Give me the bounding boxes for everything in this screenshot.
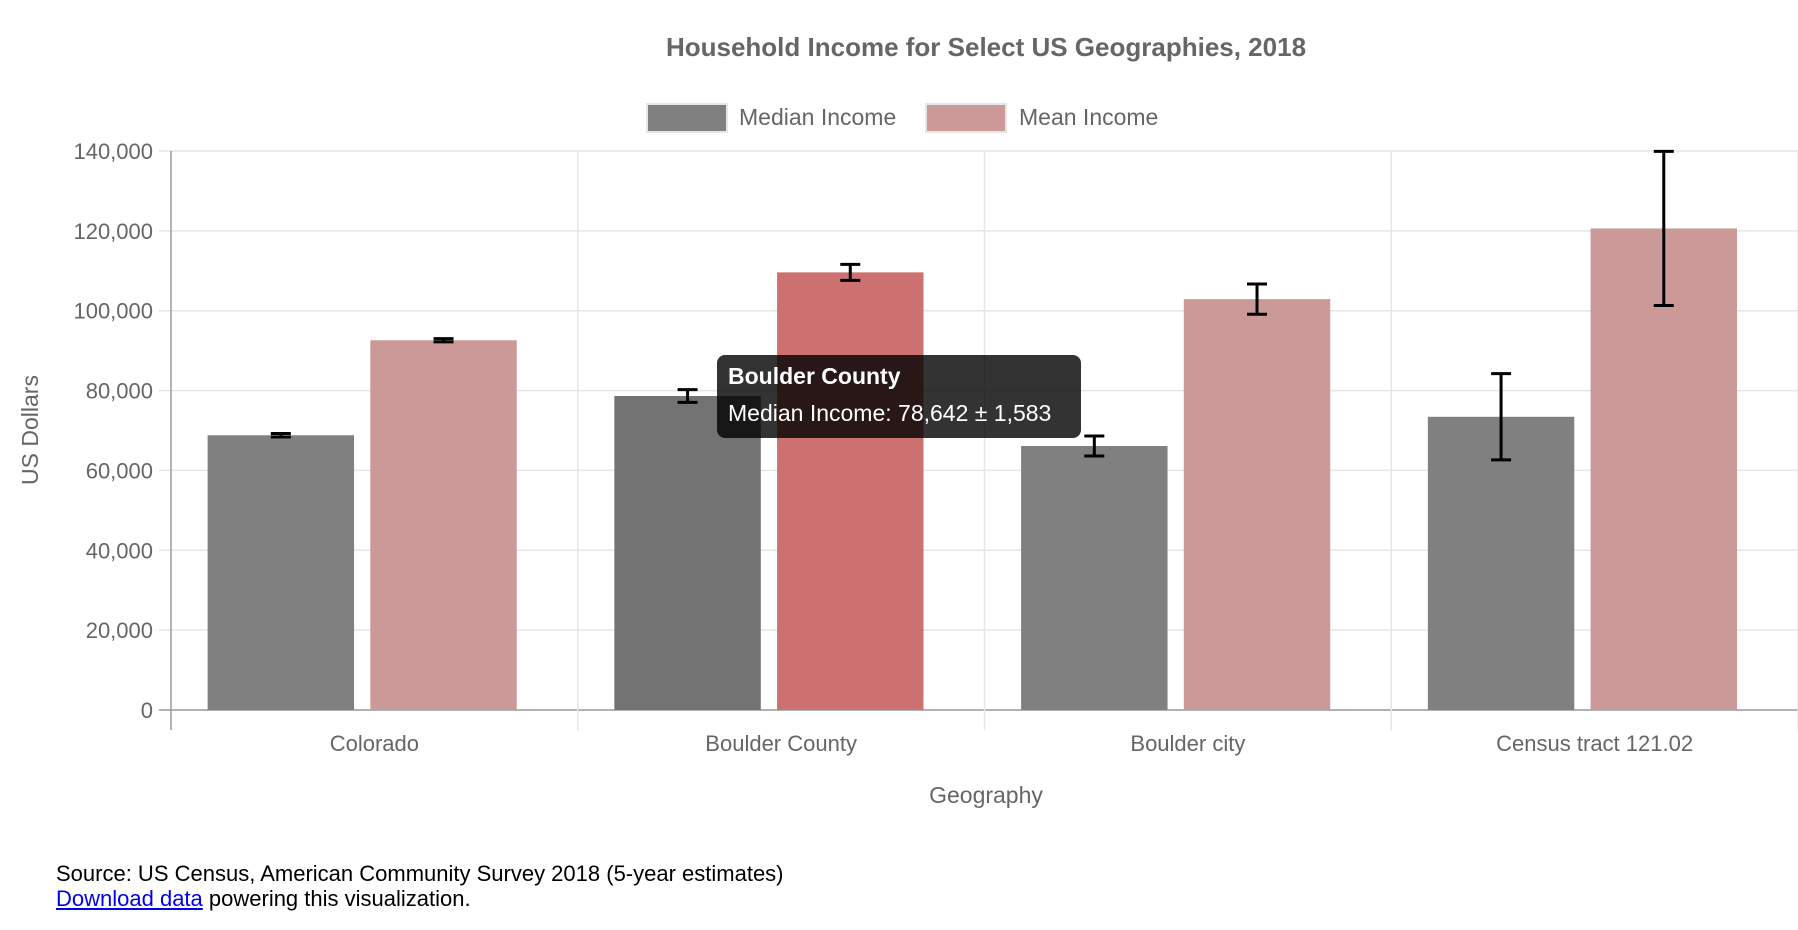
x-axis-ticks: Colorado Boulder County Boulder city Census… <box>330 731 1693 756</box>
bar[interactable] <box>1021 446 1168 710</box>
bar[interactable] <box>370 340 517 710</box>
x-axis-title: Geography <box>929 782 1043 808</box>
tooltip-box <box>717 355 1081 438</box>
tooltip: Boulder County Median Income: 78,642 ± 1… <box>717 355 1081 438</box>
legend-swatch-mean <box>925 103 1007 133</box>
download-line-rest: powering this visualization. <box>202 886 471 911</box>
bar[interactable] <box>1590 228 1737 710</box>
download-line: Download data powering this visualizatio… <box>56 886 784 911</box>
chart: Household Income for Select US Geographi… <box>17 32 1798 808</box>
error-bars <box>270 149 1674 462</box>
bar[interactable] <box>1427 416 1575 710</box>
y-tick-label: 80,000 <box>86 379 153 404</box>
x-tick-label: Census tract 121.02 <box>1496 731 1693 756</box>
legend-item-mean[interactable]: Mean Income <box>925 103 1158 133</box>
bar[interactable] <box>777 272 924 710</box>
tooltip-title: Boulder County <box>728 363 901 389</box>
bar[interactable] <box>207 435 355 710</box>
y-tick-label: 120,000 <box>73 219 153 244</box>
y-tick-label: 0 <box>141 698 153 723</box>
tooltip-body: Median Income: 78,642 ± 1,583 <box>728 400 1051 426</box>
y-tick-label: 140,000 <box>73 139 153 164</box>
legend-label-median: Median Income <box>739 104 896 130</box>
y-axis-title: US Dollars <box>17 375 43 485</box>
y-axis-ticks: 0 20,000 40,000 60,000 80,000 100,000 120,000 1… <box>73 139 153 723</box>
legend-item-median[interactable]: Median Income <box>646 103 896 133</box>
y-tick-label: 100,000 <box>73 299 153 324</box>
x-tick-label: Boulder city <box>1130 731 1245 756</box>
legend: Median Income Mean Income <box>646 103 1158 133</box>
bars <box>207 228 1737 710</box>
x-tick-label: Boulder County <box>705 731 857 756</box>
download-data-link[interactable]: Download data <box>56 886 203 911</box>
y-tick-label: 20,000 <box>86 618 153 643</box>
y-tick-label: 60,000 <box>86 458 153 483</box>
legend-label-mean: Mean Income <box>1019 104 1158 130</box>
footer: Source: US Census, American Community Su… <box>56 861 784 911</box>
source-note: Source: US Census, American Community Su… <box>56 861 784 886</box>
legend-swatch-median <box>646 103 728 133</box>
bar[interactable] <box>1183 299 1331 710</box>
chart-title: Household Income for Select US Geographi… <box>666 32 1306 62</box>
bar[interactable] <box>614 395 761 710</box>
x-tick-label: Colorado <box>330 731 419 756</box>
y-tick-label: 40,000 <box>86 538 153 563</box>
